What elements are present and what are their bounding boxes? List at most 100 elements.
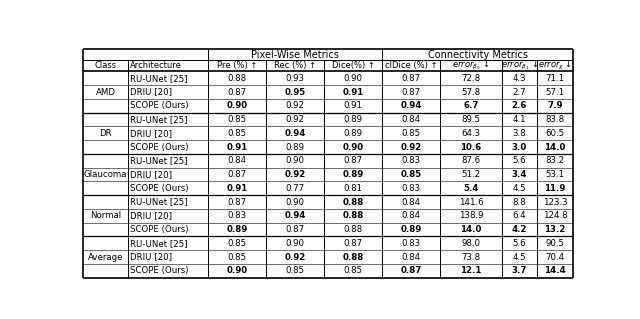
Text: 0.84: 0.84 <box>402 115 421 124</box>
Text: 0.83: 0.83 <box>402 184 421 193</box>
Text: 4.3: 4.3 <box>513 74 526 83</box>
Text: DRIU [20]: DRIU [20] <box>131 253 172 262</box>
Text: RU-UNet [25]: RU-UNet [25] <box>131 74 188 83</box>
Text: 0.87: 0.87 <box>344 156 363 165</box>
Text: 0.85: 0.85 <box>227 253 246 262</box>
Text: 11.9: 11.9 <box>545 184 566 193</box>
Text: 13.2: 13.2 <box>545 225 566 234</box>
Text: Connectivity Metrics: Connectivity Metrics <box>428 50 527 60</box>
Text: 7.9: 7.9 <box>547 101 563 110</box>
Text: Class: Class <box>95 61 116 70</box>
Text: 141.6: 141.6 <box>459 197 483 207</box>
Text: 72.8: 72.8 <box>461 74 481 83</box>
Text: 0.87: 0.87 <box>227 87 246 97</box>
Text: 0.89: 0.89 <box>342 170 364 179</box>
Text: SCOPE (Ours): SCOPE (Ours) <box>131 184 189 193</box>
Text: 4.2: 4.2 <box>511 225 527 234</box>
Text: SCOPE (Ours): SCOPE (Ours) <box>131 143 189 152</box>
Text: 0.89: 0.89 <box>227 225 248 234</box>
Text: SCOPE (Ours): SCOPE (Ours) <box>131 266 189 275</box>
Text: RU-UNet [25]: RU-UNet [25] <box>131 115 188 124</box>
Text: 0.85: 0.85 <box>402 129 421 138</box>
Text: 14.0: 14.0 <box>460 225 482 234</box>
Text: 87.6: 87.6 <box>461 156 481 165</box>
Text: Rec (%) ↑: Rec (%) ↑ <box>274 61 316 70</box>
Text: 0.91: 0.91 <box>227 184 248 193</box>
Text: 2.7: 2.7 <box>513 87 526 97</box>
Text: 53.1: 53.1 <box>545 170 564 179</box>
Text: 0.84: 0.84 <box>402 197 421 207</box>
Text: 83.8: 83.8 <box>545 115 564 124</box>
Text: RU-UNet [25]: RU-UNet [25] <box>131 239 188 248</box>
Text: 0.77: 0.77 <box>285 184 305 193</box>
Text: 70.4: 70.4 <box>545 253 564 262</box>
Text: 57.8: 57.8 <box>461 87 481 97</box>
Text: 3.8: 3.8 <box>513 129 526 138</box>
Text: 60.5: 60.5 <box>545 129 564 138</box>
Text: 6.7: 6.7 <box>463 101 479 110</box>
Text: $\mathit{error}_{\beta_0}$ ↓: $\mathit{error}_{\beta_0}$ ↓ <box>452 60 490 72</box>
Text: 0.91: 0.91 <box>344 101 363 110</box>
Text: Pixel-Wise Metrics: Pixel-Wise Metrics <box>251 50 339 60</box>
Text: Dice(%) ↑: Dice(%) ↑ <box>332 61 374 70</box>
Text: 0.81: 0.81 <box>344 184 363 193</box>
Text: 0.92: 0.92 <box>285 115 305 124</box>
Text: 0.95: 0.95 <box>285 87 306 97</box>
Text: 0.84: 0.84 <box>402 211 421 220</box>
Text: 0.89: 0.89 <box>401 225 422 234</box>
Text: 0.88: 0.88 <box>342 253 364 262</box>
Text: 12.1: 12.1 <box>460 266 482 275</box>
Text: DRIU [20]: DRIU [20] <box>131 211 172 220</box>
Text: 14.0: 14.0 <box>545 143 566 152</box>
Text: 0.83: 0.83 <box>227 211 246 220</box>
Text: 2.6: 2.6 <box>512 101 527 110</box>
Text: 57.1: 57.1 <box>545 87 564 97</box>
Text: 0.90: 0.90 <box>227 266 248 275</box>
Text: 6.4: 6.4 <box>513 211 526 220</box>
Text: 0.92: 0.92 <box>285 101 305 110</box>
Text: Normal: Normal <box>90 211 121 220</box>
Text: $\mathit{error}_{\beta_1}$ ↓: $\mathit{error}_{\beta_1}$ ↓ <box>500 60 538 72</box>
Text: DRIU [20]: DRIU [20] <box>131 87 172 97</box>
Text: 0.94: 0.94 <box>284 129 306 138</box>
Text: 64.3: 64.3 <box>461 129 481 138</box>
Text: 0.92: 0.92 <box>284 253 306 262</box>
Text: 124.8: 124.8 <box>543 211 568 220</box>
Text: 0.90: 0.90 <box>285 239 305 248</box>
Text: Average: Average <box>88 253 124 262</box>
Text: 0.88: 0.88 <box>344 225 363 234</box>
Text: 0.93: 0.93 <box>285 74 305 83</box>
Text: 0.85: 0.85 <box>344 266 363 275</box>
Text: SCOPE (Ours): SCOPE (Ours) <box>131 225 189 234</box>
Text: 0.87: 0.87 <box>227 197 246 207</box>
Text: Pre (%) ↑: Pre (%) ↑ <box>217 61 257 70</box>
Text: $\mathit{error}_{\chi}$ ↓: $\mathit{error}_{\chi}$ ↓ <box>538 60 572 72</box>
Text: 0.90: 0.90 <box>285 197 305 207</box>
Text: 73.8: 73.8 <box>461 253 481 262</box>
Text: 0.85: 0.85 <box>227 115 246 124</box>
Text: 0.83: 0.83 <box>402 239 421 248</box>
Text: 0.88: 0.88 <box>227 74 246 83</box>
Text: 0.85: 0.85 <box>227 129 246 138</box>
Text: 0.87: 0.87 <box>401 266 422 275</box>
Text: 0.92: 0.92 <box>401 143 422 152</box>
Text: 138.9: 138.9 <box>459 211 483 220</box>
Text: 3.7: 3.7 <box>511 266 527 275</box>
Text: 0.87: 0.87 <box>402 87 421 97</box>
Text: 0.89: 0.89 <box>344 115 363 124</box>
Text: 4.1: 4.1 <box>513 115 526 124</box>
Text: 0.83: 0.83 <box>402 156 421 165</box>
Text: 8.8: 8.8 <box>513 197 526 207</box>
Text: 0.89: 0.89 <box>344 129 363 138</box>
Text: 5.6: 5.6 <box>513 239 526 248</box>
Text: 123.3: 123.3 <box>543 197 568 207</box>
Text: 89.5: 89.5 <box>461 115 481 124</box>
Text: RU-UNet [25]: RU-UNet [25] <box>131 197 188 207</box>
Text: 71.1: 71.1 <box>545 74 564 83</box>
Text: 0.87: 0.87 <box>344 239 363 248</box>
Text: 4.5: 4.5 <box>513 253 526 262</box>
Text: 98.0: 98.0 <box>461 239 481 248</box>
Text: 0.85: 0.85 <box>227 239 246 248</box>
Text: 4.5: 4.5 <box>513 184 526 193</box>
Text: 0.90: 0.90 <box>285 156 305 165</box>
